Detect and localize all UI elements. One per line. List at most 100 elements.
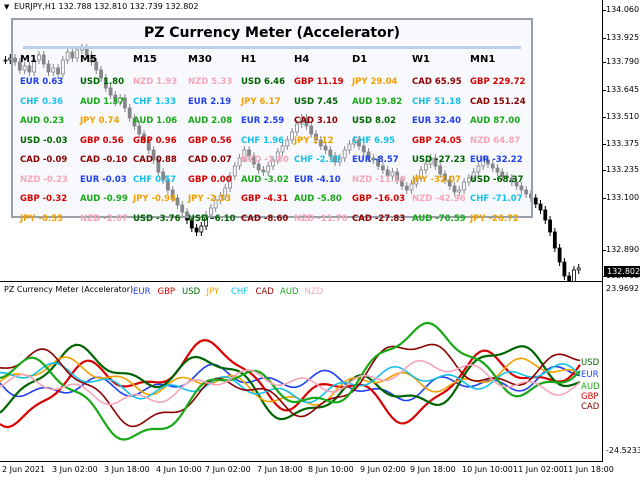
timeframe-header-h1: H1	[241, 54, 257, 65]
meter-cell: JPY -0.55	[20, 213, 64, 224]
timeframe-header-h4: H4	[294, 54, 310, 65]
meter-cell: JPY -2.33	[188, 194, 232, 204]
meter-cell: USD 8.02	[352, 116, 397, 126]
meter-cell: AUD -5.80	[294, 194, 342, 204]
price-tick-mark	[603, 144, 606, 145]
time-tick-label: 3 Jun 02:00	[52, 465, 98, 474]
time-tick-label: 2 Jun 2021	[2, 465, 46, 474]
meter-cell: AUD -3.02	[241, 174, 289, 185]
meter-cell: NZD -11.10	[352, 174, 406, 185]
timeframe-header-mn1: MN1	[470, 54, 496, 65]
price-tick-label: 133.510	[606, 112, 640, 121]
meter-cell: AUD 19.82	[352, 96, 403, 107]
timeframe-header-m30: M30	[188, 54, 212, 65]
meter-cell: CAD 3.10	[294, 116, 338, 126]
price-tick-label: 133.925	[606, 33, 640, 42]
panel-separator[interactable]	[0, 281, 603, 282]
price-tick-label: 133.100	[606, 193, 640, 202]
meter-cell: USD 1.80	[80, 77, 125, 87]
end-label-cad: CAD	[581, 402, 600, 412]
meter-cell: GBP 0.96	[133, 135, 177, 146]
dropdown-triangle-icon[interactable]: ▼	[4, 3, 10, 11]
legend-gbp: GBP	[157, 287, 176, 297]
meter-cell: CHF 6.95	[352, 135, 396, 146]
meter-cell: GBP 11.19	[294, 77, 344, 87]
price-axis-line	[602, 0, 603, 462]
end-label-aud: AUD	[581, 382, 600, 392]
candle-body	[538, 203, 543, 211]
legend-jpy: JPY	[206, 287, 220, 297]
meter-cell: GBP 24.05	[412, 135, 462, 146]
price-tick-label: 133.645	[606, 85, 640, 94]
meter-cell: EUR -0.03	[80, 174, 127, 185]
meter-cell: EUR 2.59	[241, 116, 285, 126]
time-tick-label: 8 Jun 10:00	[308, 465, 354, 474]
meter-cell: CAD 151.24	[470, 96, 526, 107]
time-tick-label: 3 Jun 18:00	[104, 465, 150, 474]
meter-cell: EUR 2.19	[188, 96, 232, 107]
meter-cell: CAD 0.88	[133, 155, 177, 165]
indicator-line-usd	[0, 343, 581, 421]
meter-cell: USD 6.46	[241, 77, 286, 87]
legend-nzd: NZD	[304, 287, 324, 297]
candle-body	[199, 225, 204, 233]
indicator-scale-max: 23.9692	[606, 284, 640, 293]
meter-title: PZ Currency Meter (Accelerator)	[143, 25, 401, 41]
time-tick-label: 11 Jun 02:00	[513, 465, 564, 474]
meter-cell: EUR -32.22	[470, 155, 523, 165]
candle-body	[3, 59, 8, 62]
meter-cell: CAD -0.10	[80, 155, 128, 165]
indicator-line-cad	[0, 343, 581, 428]
meter-cell: CHF -2.19	[294, 155, 341, 165]
meter-cell: USD -6.10	[188, 213, 236, 224]
candle-body	[567, 275, 572, 282]
meter-cell: GBP 229.72	[470, 77, 526, 87]
meter-cell: CHF 0.57	[133, 174, 177, 185]
price-tick-mark	[603, 90, 606, 91]
meter-cell: GBP -16.03	[352, 194, 406, 204]
indicator-title: PZ Currency Meter (Accelerator)	[4, 285, 134, 294]
meter-cell: USD -3.76	[133, 213, 181, 224]
indicator-chart[interactable]	[0, 283, 603, 461]
candle-body	[543, 209, 548, 221]
price-tick-mark	[603, 62, 606, 63]
candle-body	[533, 197, 538, 205]
price-tick-mark	[603, 198, 606, 199]
meter-cell: CAD 0.07	[188, 155, 232, 165]
price-tick-label: 134.060	[606, 5, 640, 14]
meter-title-underline	[23, 46, 521, 49]
meter-cell: NZD 5.33	[188, 77, 233, 87]
time-tick-label: 7 Jun 02:00	[205, 465, 251, 474]
candle-body	[576, 267, 581, 271]
meter-cell: NZD -42.96	[412, 194, 466, 204]
legend-cad: CAD	[255, 287, 274, 297]
indicator-scale-min: -24.5233	[606, 446, 640, 455]
time-axis-line	[0, 461, 603, 462]
meter-cell: AUD 0.23	[20, 116, 65, 126]
meter-cell: GBP 0.56	[188, 135, 232, 146]
price-tick-label: 133.375	[606, 139, 640, 148]
meter-cell: CHF 1.96	[241, 135, 285, 146]
meter-cell: AUD -70.59	[412, 213, 466, 224]
meter-cell: JPY 6.17	[241, 96, 281, 107]
meter-cell: JPY 29.04	[352, 77, 398, 87]
candle-body	[194, 227, 199, 233]
meter-cell: GBP -4.31	[241, 194, 289, 204]
meter-cell: JPY 1.12	[294, 135, 334, 146]
meter-cell: CAD -8.60	[241, 213, 289, 224]
meter-cell: CAD 65.95	[412, 77, 462, 87]
indicator-line-nzd	[0, 359, 581, 406]
meter-cell: NZD -2.07	[80, 213, 128, 224]
meter-cell: AUD 1.37	[80, 96, 125, 107]
meter-cell: JPY -0.94	[133, 194, 177, 204]
time-tick-label: 4 Jun 10:00	[156, 465, 202, 474]
meter-cell: EUR 0.63	[20, 77, 64, 87]
currency-meter-panel: PZ Currency Meter (Accelerator) M1 M5 M15 M…	[11, 18, 533, 224]
price-tick-mark	[603, 170, 606, 171]
timeframe-header-w1: W1	[412, 54, 430, 65]
meter-cell: NZD 64.87	[470, 135, 521, 146]
indicator-line-gbp	[0, 338, 581, 429]
meter-cell: CAD -27.83	[352, 213, 406, 224]
meter-cell: GBP 0.00	[188, 174, 232, 185]
